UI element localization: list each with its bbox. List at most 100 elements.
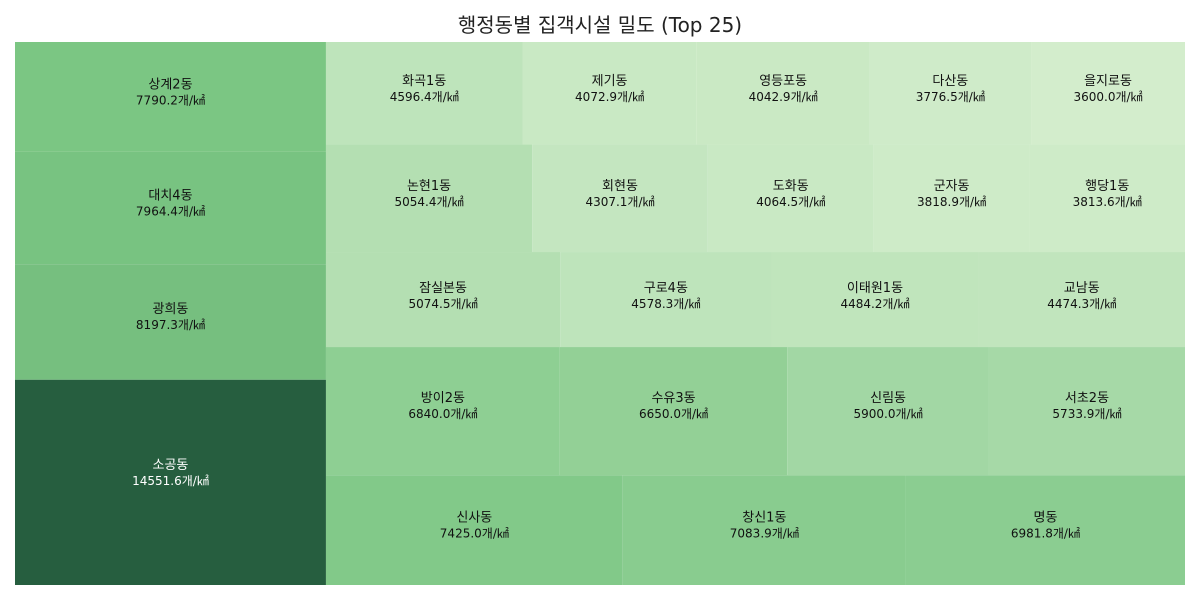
cell-value-label: 4596.4개/㎢ [390, 90, 459, 104]
cell-value-label: 7964.4개/㎢ [136, 204, 205, 218]
cell-value-label: 5054.4개/㎢ [395, 195, 464, 209]
cell-value-label: 6981.8개/㎢ [1011, 527, 1080, 541]
treemap-rect [15, 379, 326, 585]
cell-value-label: 3818.9개/㎢ [917, 195, 986, 209]
chart-title: 행정동별 집객시설 밀도 (Top 25) [458, 13, 742, 37]
cell-value-label: 14551.6개/㎢ [132, 474, 209, 488]
cell-value-label: 7425.0개/㎢ [440, 527, 509, 541]
cell-name-label: 명동 [1033, 511, 1057, 526]
cell-name-label: 잠실본동 [419, 281, 467, 296]
treemap-rect [559, 347, 788, 476]
treemap-rect [325, 252, 561, 348]
cell-value-label: 3813.6개/㎢ [1073, 195, 1142, 209]
treemap-rect [873, 144, 1030, 253]
cell-name-label: 서초2동 [1065, 391, 1109, 406]
treemap-rect [15, 264, 326, 380]
treemap-rect [988, 347, 1185, 476]
cell-name-label: 교남동 [1064, 281, 1100, 296]
cell-value-label: 5900.0개/㎢ [854, 407, 923, 421]
cell-value-label: 5074.5개/㎢ [409, 297, 478, 311]
cell-name-label: 광희동 [153, 302, 189, 317]
treemap-rect [707, 144, 874, 253]
treemap-rect [15, 151, 326, 265]
cell-name-label: 회현동 [602, 179, 638, 194]
cell-name-label: 논현1동 [407, 179, 451, 194]
cell-value-label: 3600.0개/㎢ [1073, 90, 1142, 104]
cell-name-label: 행당1동 [1085, 178, 1129, 194]
cell-name-label: 창신1동 [742, 511, 786, 526]
cell-name-label: 군자동 [934, 179, 970, 194]
treemap-rect [771, 252, 979, 348]
cell-name-label: 신림동 [870, 391, 906, 406]
treemap-rect [325, 42, 523, 145]
treemap-rect [905, 475, 1185, 585]
cell-name-label: 신사동 [456, 511, 492, 526]
cell-name-label: 화곡1동 [402, 74, 446, 89]
treemap-rect [325, 475, 623, 585]
cell-name-label: 수유3동 [651, 391, 695, 406]
cell-name-label: 다산동 [932, 74, 968, 89]
cell-name-label: 영등포동 [759, 74, 807, 89]
cell-value-label: 4064.5개/㎢ [756, 195, 825, 209]
cell-name-label: 을지로동 [1084, 74, 1132, 89]
cell-name-label: 방이2동 [421, 391, 465, 406]
treemap-rect [325, 347, 560, 476]
cell-value-label: 4484.2개/㎢ [840, 297, 909, 311]
treemap-rect [15, 42, 326, 152]
treemap-rect [869, 42, 1032, 145]
treemap-rect [787, 347, 989, 476]
treemap-rect [978, 252, 1185, 348]
treemap-cells: 상계2동7790.2개/㎢대치4동7964.4개/㎢광희동8197.3개/㎢소공… [15, 42, 1185, 585]
cell-value-label: 4072.9개/㎢ [575, 90, 644, 104]
cell-value-label: 4578.3개/㎢ [631, 297, 700, 311]
treemap-rect [560, 252, 772, 348]
cell-value-label: 4042.9개/㎢ [749, 90, 818, 104]
cell-value-label: 5733.9개/㎢ [1052, 407, 1121, 421]
cell-name-label: 상계2동 [148, 77, 192, 92]
cell-name-label: 대치4동 [148, 188, 192, 203]
cell-value-label: 8197.3개/㎢ [136, 318, 205, 332]
treemap-rect [622, 475, 906, 585]
treemap-rect [522, 42, 697, 145]
cell-name-label: 이태원1동 [847, 281, 903, 296]
treemap-rect [1031, 42, 1185, 145]
treemap-rect [325, 144, 533, 253]
cell-value-label: 4307.1개/㎢ [585, 195, 654, 209]
cell-name-label: 구로4동 [644, 281, 688, 296]
cell-value-label: 7790.2개/㎢ [136, 93, 205, 107]
cell-value-label: 4474.3개/㎢ [1047, 297, 1116, 311]
treemap-rect [532, 144, 708, 253]
cell-value-label: 7083.9개/㎢ [730, 527, 799, 541]
treemap-rect [1029, 144, 1185, 253]
cell-name-label: 소공동 [153, 458, 189, 473]
cell-value-label: 6840.0개/㎢ [408, 407, 477, 421]
cell-name-label: 제기동 [592, 74, 628, 89]
cell-value-label: 6650.0개/㎢ [639, 407, 708, 421]
